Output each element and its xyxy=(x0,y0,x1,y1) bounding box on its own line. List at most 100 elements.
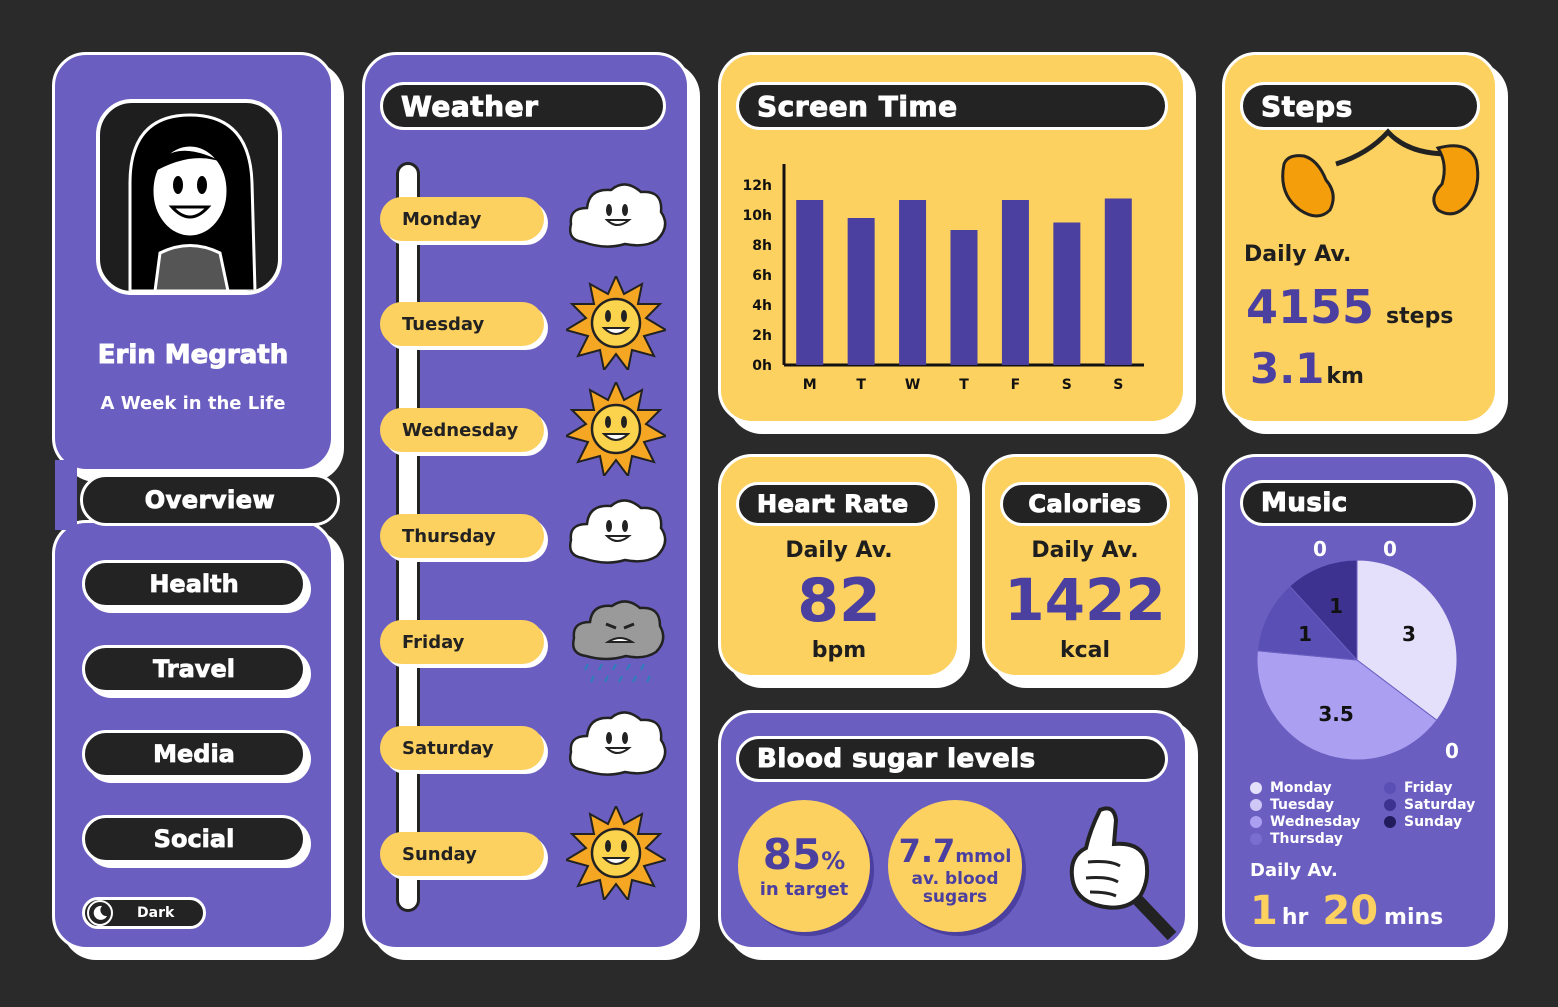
legend-label: Sunday xyxy=(1404,814,1463,830)
pie-value-label: 3.5 xyxy=(1318,702,1353,726)
screen-time-bar xyxy=(1104,198,1132,365)
pie-value-label: 1 xyxy=(1329,594,1343,618)
y-tick-label: 2h xyxy=(752,328,772,344)
legend-item: Tuesday xyxy=(1250,797,1334,813)
pie-value-label: 1 xyxy=(1298,622,1312,646)
x-tick-label: M xyxy=(803,377,817,393)
nav-health-button[interactable]: Health xyxy=(82,560,306,608)
avg-sugar-unit: mmol xyxy=(955,846,1012,867)
heart-rate-value: 82 xyxy=(797,566,881,636)
screen-time-bar xyxy=(847,218,875,365)
legend-item: Friday xyxy=(1384,780,1453,796)
heart-rate-label: Daily Av. xyxy=(785,538,893,563)
legend-swatch xyxy=(1250,833,1262,845)
screen-time-bar xyxy=(1001,200,1029,365)
legend-swatch xyxy=(1250,816,1262,828)
screen-time-title: Screen Time xyxy=(736,82,1168,130)
y-tick-label: 10h xyxy=(743,208,772,224)
legend-item: Saturday xyxy=(1384,797,1475,813)
heart-rate-unit: bpm xyxy=(811,638,867,663)
legend-label: Friday xyxy=(1404,780,1453,796)
legend-swatch xyxy=(1384,782,1396,794)
steps-value-row: 4155 steps xyxy=(1246,280,1453,334)
music-pie-chart: 3 3.5 11 0 0 0 xyxy=(1256,537,1459,763)
weather-day-saturday[interactable]: Saturday xyxy=(380,726,544,770)
sun-icon xyxy=(566,806,666,900)
legend-swatch xyxy=(1250,799,1262,811)
dark-mode-toggle[interactable]: Dark xyxy=(82,897,206,929)
profile-subtitle: A Week in the Life xyxy=(100,393,286,414)
calories-unit: kcal xyxy=(1059,638,1111,663)
distance-unit: km xyxy=(1326,364,1364,389)
legend-label: Thursday xyxy=(1270,831,1343,847)
avg-sugar-label-2: sugars xyxy=(922,887,988,907)
weather-day-monday[interactable]: Monday xyxy=(380,197,544,241)
in-target-unit: % xyxy=(821,847,846,875)
weather-day-tuesday[interactable]: Tuesday xyxy=(380,302,544,346)
cloud-icon xyxy=(569,711,667,776)
y-tick-label: 6h xyxy=(752,268,772,284)
walking-feet-icon xyxy=(1281,128,1480,218)
avatar xyxy=(96,99,282,295)
moon-icon xyxy=(87,900,113,926)
heart-rate-title: Heart Rate xyxy=(736,482,938,526)
pie-slice xyxy=(1288,559,1358,662)
in-target-badge: 85 % in target xyxy=(738,800,870,932)
distance-value: 3.1 xyxy=(1250,344,1325,393)
x-tick-label: W xyxy=(905,377,920,393)
pie-slice xyxy=(1256,585,1359,661)
legend-item: Sunday xyxy=(1384,814,1462,830)
x-tick-label: S xyxy=(1062,377,1072,393)
screen-time-bar xyxy=(899,200,927,365)
music-mins-unit: mins xyxy=(1384,905,1444,930)
weather-title: Weather xyxy=(380,82,666,130)
x-tick-label: S xyxy=(1113,377,1123,393)
weather-day-wednesday[interactable]: Wednesday xyxy=(380,408,544,452)
sun-icon xyxy=(566,276,666,370)
thumbs-up-icon xyxy=(1069,806,1177,940)
music-legend: Monday Tuesday Wednesday Thursday Friday Satu… xyxy=(1250,780,1490,850)
avg-sugar-badge: 7.7 mmol av. blood sugars xyxy=(888,800,1022,932)
legend-label: Tuesday xyxy=(1270,797,1334,813)
legend-label: Saturday xyxy=(1404,797,1476,813)
weather-day-thursday[interactable]: Thursday xyxy=(380,514,544,558)
pie-zero-label: 0 xyxy=(1313,537,1327,561)
nav-social-button[interactable]: Social xyxy=(82,815,306,863)
weather-day-friday[interactable]: Friday xyxy=(380,620,544,664)
pie-value-label: 3 xyxy=(1402,622,1416,646)
music-duration: 1 hr 20 mins xyxy=(1250,888,1443,934)
legend-swatch xyxy=(1250,782,1262,794)
y-tick-label: 0h xyxy=(752,358,772,374)
nav-travel-button[interactable]: Travel xyxy=(82,645,306,693)
x-tick-label: T xyxy=(856,377,866,393)
cloud-icon xyxy=(569,499,667,564)
y-tick-label: 8h xyxy=(752,238,772,254)
in-target-label: in target xyxy=(759,879,849,900)
steps-unit: steps xyxy=(1386,304,1454,329)
pie-zero-label: 0 xyxy=(1445,739,1459,763)
music-label: Daily Av. xyxy=(1250,860,1338,881)
y-tick-label: 12h xyxy=(743,178,772,194)
calories-label: Daily Av. xyxy=(1031,538,1139,563)
nav-media-button[interactable]: Media xyxy=(82,730,306,778)
blood-sugar-title: Blood sugar levels xyxy=(736,736,1168,782)
weather-day-sunday[interactable]: Sunday xyxy=(380,832,544,876)
legend-item: Wednesday xyxy=(1250,814,1360,830)
legend-item: Thursday xyxy=(1250,831,1343,847)
music-title: Music xyxy=(1240,480,1476,526)
pie-slice xyxy=(1356,559,1458,721)
profile-name: Erin Megrath xyxy=(97,340,289,371)
calories-value: 1422 xyxy=(1004,566,1166,634)
avg-sugar-label-1: av. blood xyxy=(911,869,999,889)
screen-time-bar xyxy=(1053,222,1081,365)
overview-tab[interactable]: Overview xyxy=(80,474,340,526)
sun-icon xyxy=(566,382,666,476)
x-tick-label: T xyxy=(959,377,969,393)
toggle-label: Dark xyxy=(137,905,175,921)
distance-row: 3.1 km xyxy=(1250,344,1364,393)
steps-value: 4155 xyxy=(1246,280,1375,334)
rain-cloud-icon xyxy=(572,600,665,683)
x-tick-label: F xyxy=(1011,377,1021,393)
screen-time-bar xyxy=(950,230,978,365)
music-hours: 1 xyxy=(1250,888,1278,934)
